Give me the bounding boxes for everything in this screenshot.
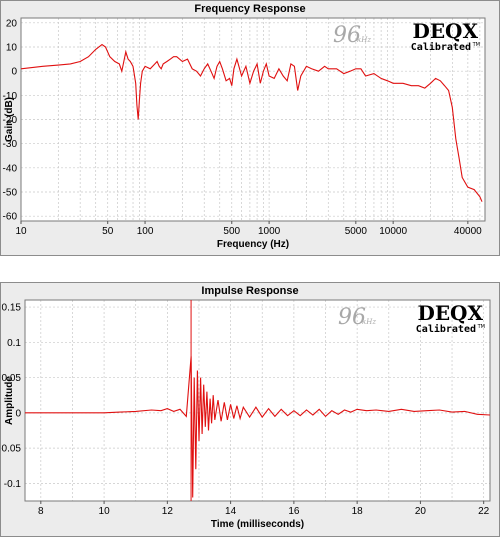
impulse-chart: 8 10 12 14 16 18 20 22 0.15 0.1 0.05 0 -0.05 -0.1 Time… [1,299,491,530]
y-tick-label: 20 [6,18,18,29]
logo-sample-rate-unit: kHz [362,318,376,326]
x-tick-label: 10000 [379,226,407,237]
y-tick-label: 0 [15,408,21,419]
y-tick-label: -30 [3,139,18,150]
logo-calibrated-text: Calibrated [411,41,471,53]
impulse-chart-title: Impulse Response [201,285,299,297]
y-axis-label: Gain (dB) [4,97,15,142]
impulse-response-panel: Impulse Response 8 10 12 14 16 18 20 22 0.15 0.1 0… [0,282,500,537]
y-tick-label: 10 [6,43,18,54]
y-tick-label: -50 [3,188,18,199]
x-tick-label: 10 [15,226,27,237]
logo-trademark: TM [477,324,485,330]
x-tick-label: 100 [137,226,154,237]
y-axis-label: Amplitude [4,376,15,425]
x-tick-label: 22 [478,506,490,517]
frequency-chart: 10 50 100 500 1000 5000 10000 4000020100-10-20-… [3,17,486,250]
plot-frame [20,17,486,222]
x-tick-label: 1000 [258,226,281,237]
frequency-chart-title: Frequency Response [194,3,306,15]
response-trace [25,356,490,498]
x-tick-label: 8 [38,506,44,517]
y-tick-label: -40 [3,163,18,174]
x-tick-label: 20 [415,506,427,517]
logo-sample-rate: 96 [338,305,366,330]
y-tick-label: 0.15 [2,303,22,314]
logo-trademark: TM [472,42,480,48]
x-axis-label: Time (milliseconds) [211,519,304,530]
response-trace [21,43,483,202]
y-tick-label: -60 [3,212,18,223]
plot-area [25,300,490,501]
x-tick-label: 40000 [454,226,482,237]
x-tick-label: 10 [99,506,111,517]
logo-sample-rate-unit: kHz [357,36,371,44]
y-tick-label: -0.1 [4,479,22,490]
y-tick-label: -0.05 [1,444,21,455]
x-tick-label: 14 [225,506,237,517]
y-tick-label: 0 [11,67,17,78]
y-tick-label: 0.05 [2,373,22,384]
logo-sample-rate: 96 [333,23,361,48]
x-tick-label: 50 [102,226,114,237]
x-tick-label: 5000 [345,226,368,237]
x-axis-label: Frequency (Hz) [217,239,289,250]
y-tick-label: -20 [3,115,18,126]
x-tick-label: 500 [223,226,240,237]
frequency-response-panel: Frequency Response 10 50 100 500 1000 5000 100… [0,0,500,256]
logo-calibrated-text: Calibrated [416,323,476,335]
x-tick-label: 16 [288,506,300,517]
y-tick-label: -10 [3,91,18,102]
x-tick-label: 12 [162,506,174,517]
logo-brand-name: DEQX [417,301,483,325]
y-tick-label: 0.1 [7,338,21,349]
plot-frame [24,299,491,502]
logo-brand-name: DEQX [412,19,478,43]
x-tick-label: 18 [352,506,364,517]
